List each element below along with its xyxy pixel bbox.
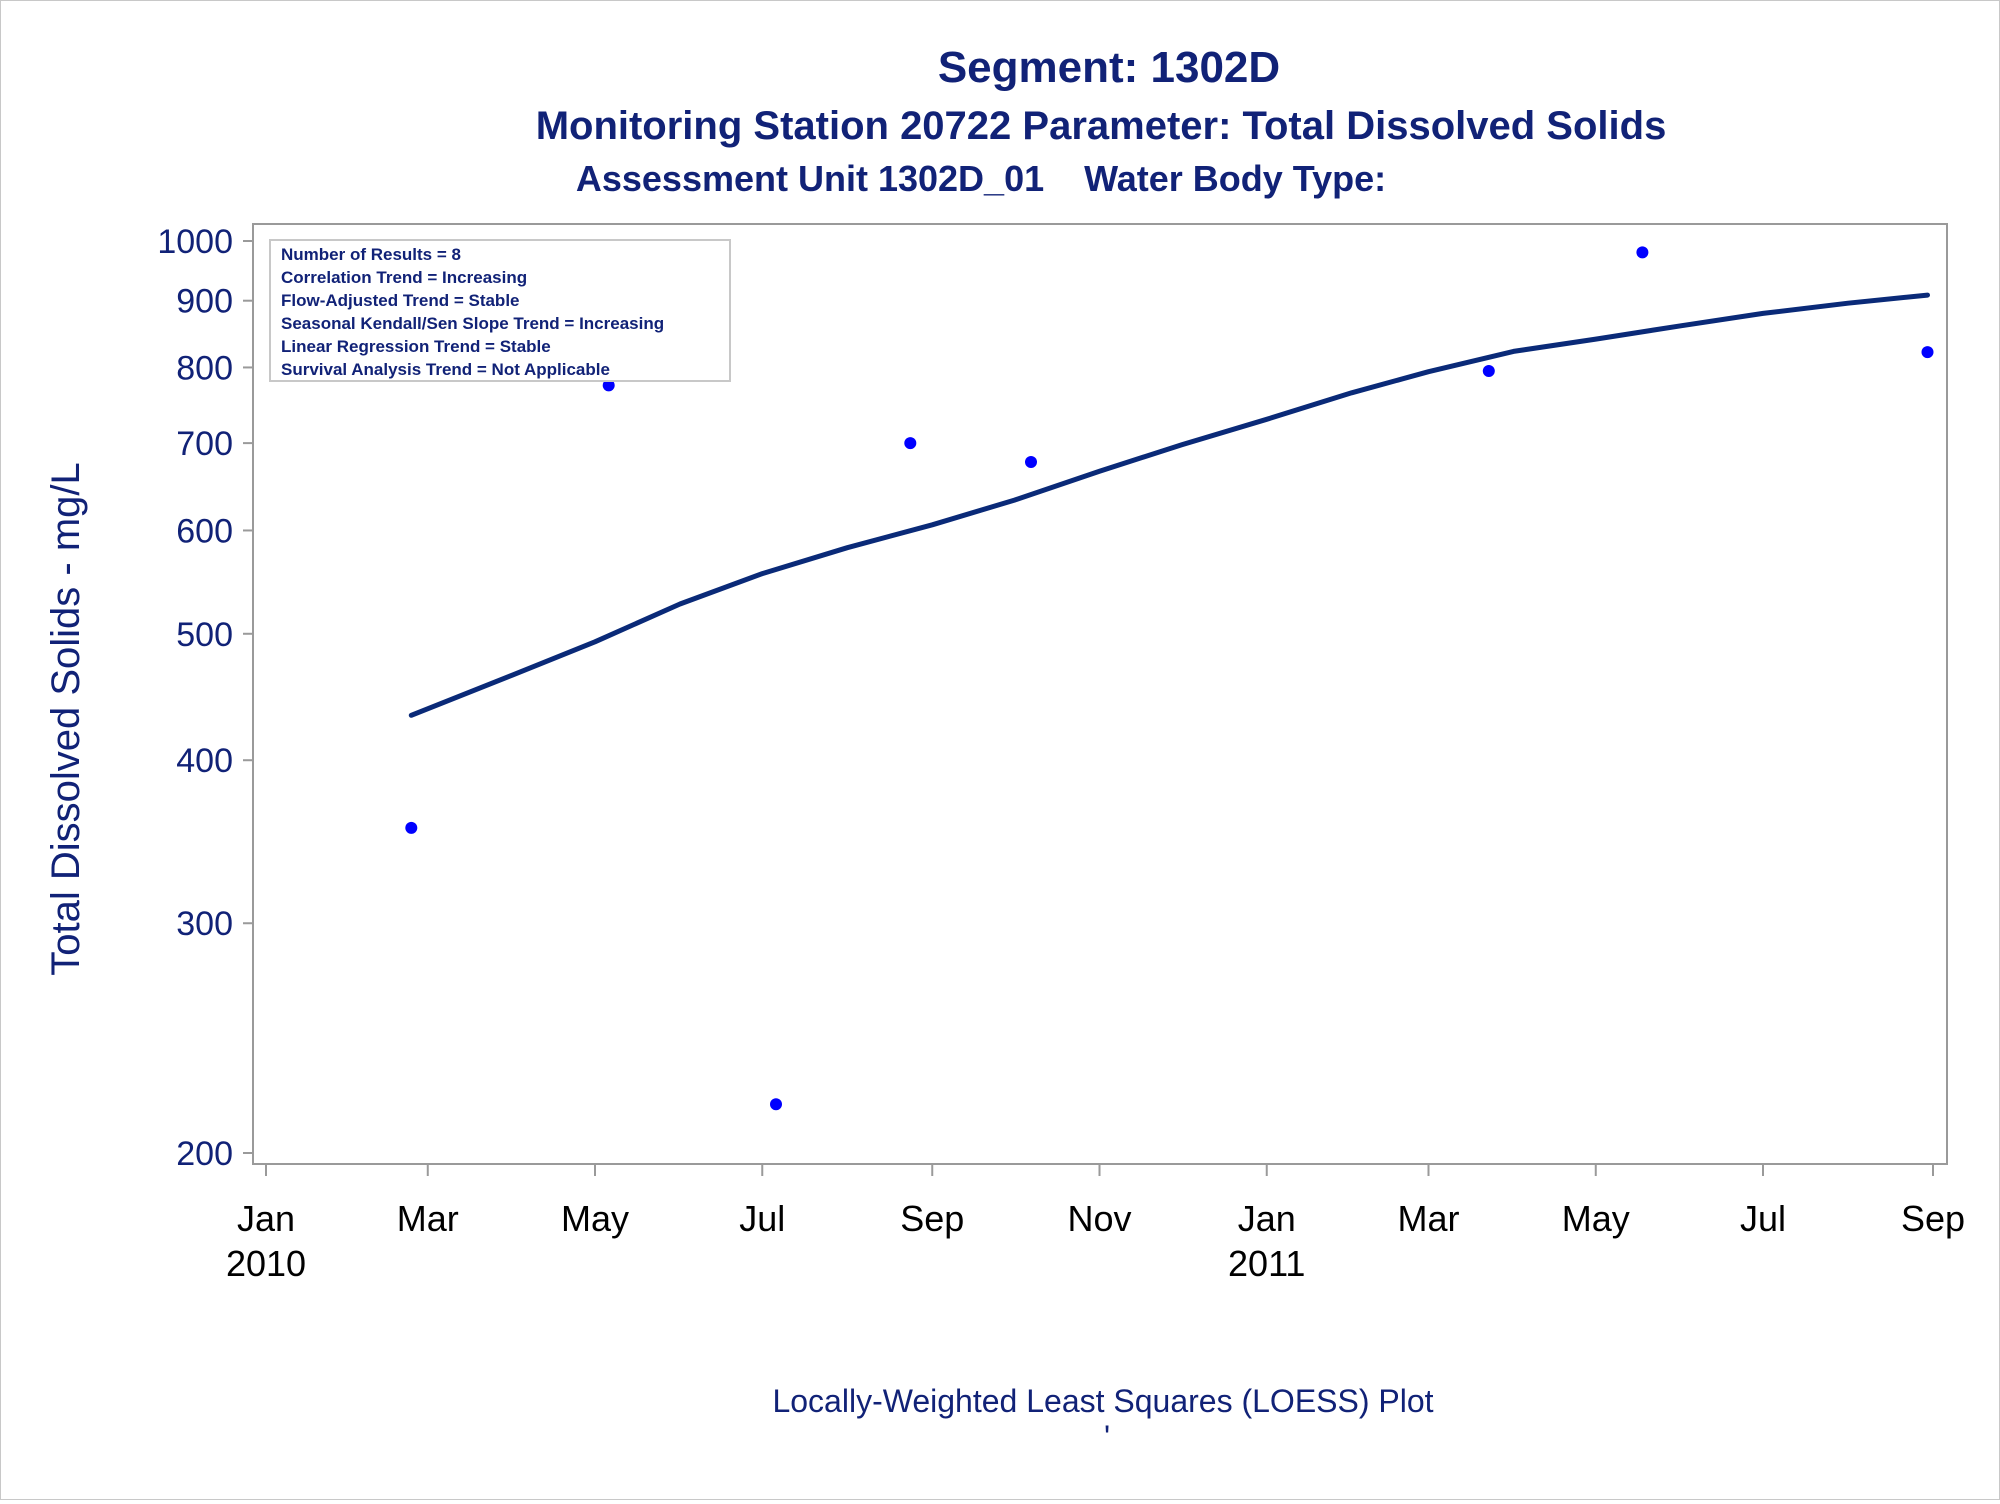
stat-survival-analysis-trend: Survival Analysis Trend = Not Applicable: [281, 360, 610, 379]
y-tick-label: 1000: [157, 223, 233, 261]
y-tick-label: 600: [176, 512, 233, 550]
y-axis-label: Total Dissolved Solids - mg/L: [44, 462, 88, 976]
loess-trend-line: [408, 292, 1930, 718]
chart-subtitle: Monitoring Station 20722 Parameter: Tota…: [536, 104, 1667, 148]
stat-number-of-results: Number of Results = 8: [281, 245, 461, 264]
chart-title: Segment: 1302D: [938, 43, 1280, 92]
x-tick-label: Sep: [900, 1198, 964, 1239]
data-point: [405, 821, 418, 834]
stat-correlation-trend: Correlation Trend = Increasing: [281, 268, 527, 287]
y-tick-label: 200: [176, 1135, 233, 1173]
y-tick-label: 900: [176, 283, 233, 321]
x-tick-label: Mar: [397, 1198, 459, 1239]
x-tick-year-label: 2011: [1228, 1243, 1305, 1284]
x-tick-label: Jan: [237, 1198, 295, 1239]
x-tick-label: Mar: [1398, 1198, 1460, 1239]
y-tick-label: 400: [176, 742, 233, 780]
footnote-mark: ': [1104, 1419, 1110, 1455]
x-tick-label: Jul: [739, 1198, 785, 1239]
stats-box: Number of Results = 8 Correlation Trend …: [269, 239, 731, 382]
x-tick-label: May: [561, 1198, 629, 1239]
stat-flow-adjusted-trend: Flow-Adjusted Trend = Stable: [281, 291, 520, 310]
y-axis: 200 300 400 500 600 700 800 900 1000: [157, 223, 253, 1173]
footnote: Locally-Weighted Least Squares (LOESS) P…: [772, 1383, 1433, 1419]
data-point: [904, 437, 917, 450]
y-tick-label: 500: [176, 616, 233, 654]
x-tick-label: Jan: [1238, 1198, 1296, 1239]
x-tick-year-label: 2010: [226, 1243, 306, 1284]
chart-subtitle-2: Assessment Unit 1302D_01 Water Body Type…: [576, 158, 1386, 199]
series-layer: [405, 246, 1934, 1111]
x-tick-label: Nov: [1067, 1198, 1131, 1239]
data-point: [1636, 246, 1649, 259]
stat-seasonal-kendall-trend: Seasonal Kendall/Sen Slope Trend = Incre…: [281, 314, 664, 333]
y-tick-label: 300: [176, 905, 233, 943]
data-point: [1025, 456, 1037, 468]
stats-box-frame: [269, 239, 731, 382]
y-tick-label: 800: [176, 349, 233, 387]
x-tick-label: Jul: [1740, 1198, 1786, 1239]
x-tick-label: Sep: [1901, 1198, 1965, 1239]
y-tick-label: 700: [176, 425, 233, 463]
x-tick-label: May: [1562, 1198, 1630, 1239]
data-point: [770, 1098, 782, 1111]
stat-linear-regression-trend: Linear Regression Trend = Stable: [281, 337, 551, 356]
data-point: [602, 379, 615, 392]
data-point: [1482, 365, 1495, 377]
data-point: [1921, 346, 1934, 359]
